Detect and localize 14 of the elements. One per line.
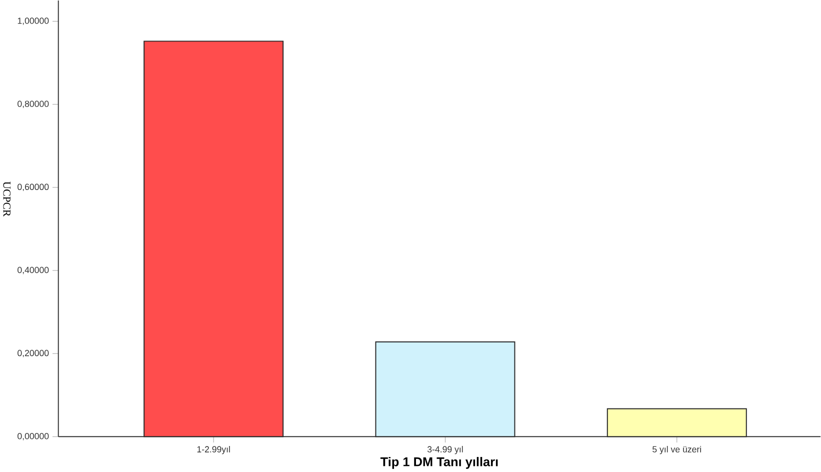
y-tick-label: 1,00000 (18, 18, 49, 25)
y-tick-label: 0,20000 (18, 350, 49, 358)
bar (144, 40, 284, 438)
x-tick-label: 1-2.99yıl (197, 446, 230, 454)
x-tick-label: 5 yıl ve üzeri (652, 446, 701, 454)
bar (606, 408, 747, 438)
x-tick-label: 3-4.99 yıl (427, 446, 463, 454)
y-tick-label: 0,60000 (18, 184, 49, 192)
y-tick-label: 0,00000 (18, 432, 49, 440)
y-tick-label: 0,80000 (18, 100, 49, 108)
y-axis-title: UCPCR (3, 182, 10, 217)
y-tick-label: 0,40000 (18, 266, 49, 274)
x-axis-title: Tip 1 DM Tanı yılları (380, 456, 498, 469)
bar (375, 341, 516, 438)
